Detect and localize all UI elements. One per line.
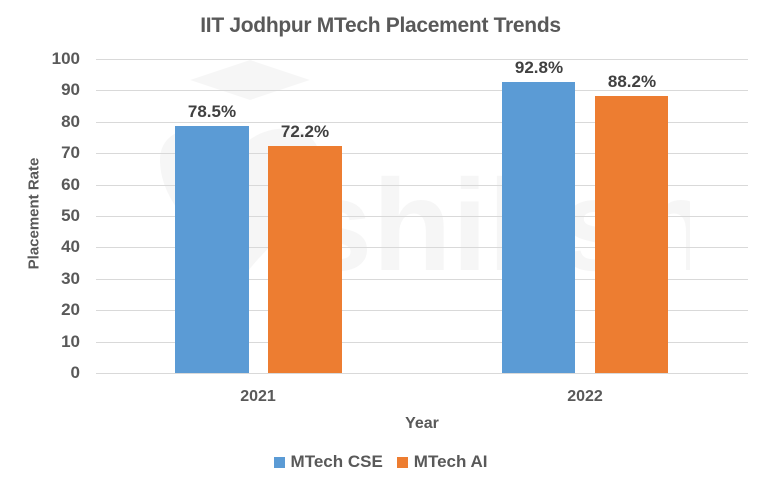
- y-tick: 50: [61, 206, 80, 225]
- y-tick: 80: [61, 112, 80, 131]
- gridline-90: [96, 90, 748, 91]
- y-tick: 100: [51, 49, 80, 68]
- x-axis-label: Year: [405, 415, 439, 432]
- gridline-100: [96, 59, 748, 60]
- y-tick: 90: [61, 80, 80, 99]
- gridline-60: [96, 185, 748, 186]
- y-tick: 30: [61, 269, 80, 288]
- bar-2022-mtech-cse: [502, 82, 575, 373]
- x-tick-2021: 2021: [240, 388, 276, 405]
- y-tick: 0: [70, 363, 80, 382]
- gridline-80: [96, 122, 748, 123]
- legend-item-mtech-ai[interactable]: MTech AI: [396, 452, 488, 472]
- y-tick: 10: [61, 332, 80, 351]
- chart-title: IIT Jodhpur MTech Placement Trends: [200, 14, 561, 37]
- data-label: 88.2%: [607, 72, 657, 91]
- legend-swatch-icon: [396, 456, 408, 468]
- bar-2021-mtech-ai: [268, 146, 342, 373]
- legend-swatch-icon: [273, 456, 285, 468]
- gridline-10: [96, 342, 748, 343]
- gridline-50: [96, 216, 748, 217]
- y-tick: 40: [61, 237, 80, 256]
- bar-2021-mtech-cse: [175, 126, 249, 373]
- gridline-30: [96, 279, 748, 280]
- gridline-20: [96, 310, 748, 311]
- y-tick: 20: [61, 300, 80, 319]
- gridline-40: [96, 247, 748, 248]
- legend-label: MTech CSE: [290, 452, 383, 471]
- data-label: 92.8%: [514, 58, 564, 77]
- legend: MTech CSE MTech AI: [0, 452, 761, 472]
- legend-item-mtech-cse[interactable]: MTech CSE: [273, 452, 383, 472]
- bar-2022-mtech-ai: [595, 96, 668, 373]
- y-tick: 60: [61, 175, 80, 194]
- data-label: 78.5%: [187, 102, 237, 121]
- y-tick: 70: [61, 143, 80, 162]
- legend-label: MTech AI: [413, 452, 488, 471]
- data-label: 72.2%: [280, 122, 330, 141]
- x-tick-2022: 2022: [567, 388, 603, 405]
- gridline-0: [96, 373, 748, 374]
- y-axis-label: Placement Rate: [25, 157, 43, 270]
- gridline-70: [96, 153, 748, 154]
